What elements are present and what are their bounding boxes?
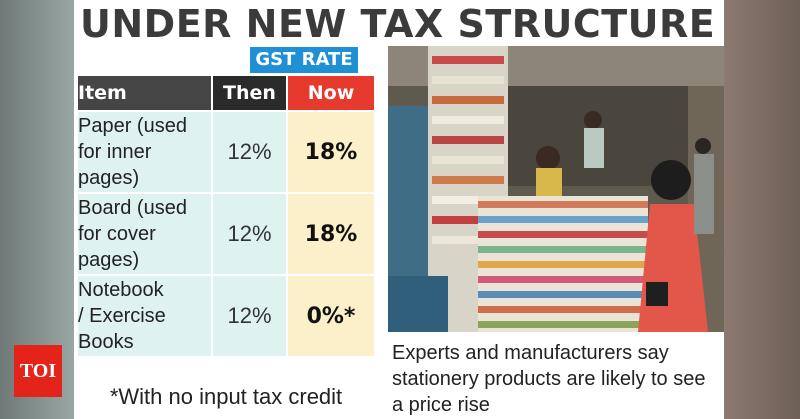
toi-logo: TOI [14,345,62,397]
item-line: pages) [78,249,140,271]
item-line: for cover [78,223,156,245]
item-line: / Exercise [78,305,166,327]
item-line: Books [78,331,134,353]
item-cell: Board (used for cover pages) [76,192,213,276]
gst-rate-label: GST RATE [250,47,358,73]
caption-line: Experts and manufacturers say [392,342,669,364]
table-row: Notebook / Exercise Books 12% 0%* [76,274,376,358]
now-rate-cell: 18% [286,192,376,276]
item-line: Paper (used [78,115,187,137]
item-line: Notebook [78,279,164,301]
item-line: pages) [78,167,140,189]
caption-line: stationery products are likely to see [392,368,706,390]
header-then: Then [211,74,288,112]
item-cell: Notebook / Exercise Books [76,274,213,358]
header-now: Now [286,74,376,112]
table-header-row: Item Then Now [76,74,376,112]
stationery-shop-photo [388,46,724,332]
headline: UNDER NEW TAX STRUCTURE [80,2,716,46]
now-rate-cell: 18% [286,110,376,194]
item-cell: Paper (used for inner pages) [76,110,213,194]
table-row: Board (used for cover pages) 12% 18% [76,192,376,276]
infographic-card: UNDER NEW TAX STRUCTURE GST RATE Item Th… [74,0,724,419]
now-rate-cell: 0%* [286,274,376,358]
header-item: Item [76,74,213,112]
gst-rate-table: Item Then Now Paper (used for inner page… [76,74,376,358]
footnote: *With no input tax credit [109,384,343,409]
caption-line: a price rise [392,394,490,416]
table-row: Paper (used for inner pages) 12% 18% [76,110,376,194]
item-line: Board (used [78,197,187,219]
item-line: for inner [78,141,152,163]
then-rate-cell: 12% [211,192,288,276]
then-rate-cell: 12% [211,110,288,194]
then-rate-cell: 12% [211,274,288,358]
photo-caption: Experts and manufacturers say stationery… [392,340,722,418]
blurred-background-right [724,0,800,419]
